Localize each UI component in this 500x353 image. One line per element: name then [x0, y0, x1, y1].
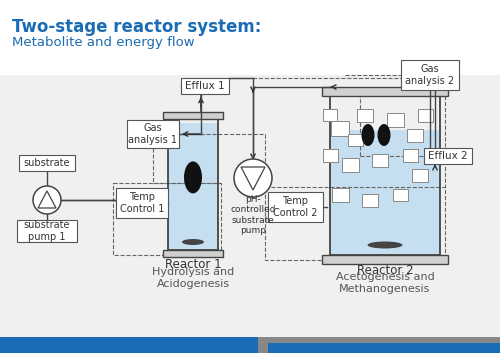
- Bar: [258, 337, 268, 353]
- Bar: [332, 188, 349, 202]
- Bar: [268, 338, 500, 353]
- Bar: [412, 169, 428, 182]
- Bar: [113, 183, 221, 255]
- Ellipse shape: [378, 124, 390, 146]
- Ellipse shape: [182, 239, 204, 245]
- Bar: [387, 113, 404, 127]
- Text: Hydrolysis and
Acidogenesis: Hydrolysis and Acidogenesis: [152, 267, 234, 289]
- Text: Gas
analysis 2: Gas analysis 2: [406, 64, 454, 86]
- Bar: [181, 78, 229, 94]
- Bar: [401, 60, 459, 90]
- Bar: [19, 155, 75, 171]
- Bar: [403, 149, 418, 162]
- Text: substrate: substrate: [24, 158, 70, 168]
- Bar: [116, 188, 168, 218]
- Bar: [330, 130, 440, 255]
- Bar: [268, 342, 500, 353]
- Bar: [163, 112, 223, 119]
- Bar: [0, 75, 500, 340]
- Ellipse shape: [184, 161, 202, 193]
- Bar: [268, 337, 500, 353]
- Bar: [17, 220, 77, 242]
- Text: Temp
Control 2: Temp Control 2: [273, 196, 318, 218]
- Text: Gas
analysis 1: Gas analysis 1: [128, 123, 178, 145]
- Text: Temp
Control 1: Temp Control 1: [120, 192, 164, 214]
- Bar: [258, 338, 268, 353]
- Bar: [372, 154, 388, 167]
- Bar: [362, 194, 378, 207]
- Bar: [348, 134, 363, 146]
- Bar: [0, 338, 258, 353]
- Bar: [407, 129, 423, 142]
- Text: Acetogenesis and
Methanogenesis: Acetogenesis and Methanogenesis: [336, 272, 434, 294]
- Circle shape: [33, 186, 61, 214]
- Bar: [0, 0, 500, 75]
- Text: pH-
controlled
substrate
pump: pH- controlled substrate pump: [230, 195, 276, 235]
- Bar: [330, 95, 440, 255]
- Bar: [322, 87, 448, 96]
- Circle shape: [234, 159, 272, 197]
- Bar: [323, 149, 338, 162]
- Bar: [268, 343, 500, 353]
- Bar: [393, 189, 408, 201]
- Bar: [342, 158, 359, 172]
- Polygon shape: [38, 191, 56, 208]
- Bar: [265, 187, 445, 260]
- Bar: [357, 109, 373, 122]
- Text: Efflux 2: Efflux 2: [428, 151, 468, 161]
- Bar: [268, 192, 323, 222]
- Text: Metabolite and energy flow: Metabolite and energy flow: [12, 36, 194, 49]
- Ellipse shape: [368, 241, 402, 249]
- Bar: [168, 123, 218, 250]
- Bar: [331, 121, 349, 136]
- Polygon shape: [241, 167, 265, 190]
- Text: substrate
pump 1: substrate pump 1: [24, 220, 70, 242]
- Bar: [322, 255, 448, 264]
- Ellipse shape: [362, 124, 374, 146]
- Text: Reactor 2: Reactor 2: [356, 263, 414, 276]
- Bar: [418, 109, 433, 122]
- Bar: [424, 148, 472, 164]
- Bar: [168, 118, 218, 250]
- Bar: [127, 120, 179, 148]
- Bar: [323, 109, 337, 121]
- Bar: [163, 250, 223, 257]
- Text: Reactor 1: Reactor 1: [164, 258, 222, 271]
- Text: Efflux 1: Efflux 1: [185, 81, 225, 91]
- Text: Two-stage reactor system:: Two-stage reactor system:: [12, 18, 262, 36]
- Bar: [0, 337, 258, 353]
